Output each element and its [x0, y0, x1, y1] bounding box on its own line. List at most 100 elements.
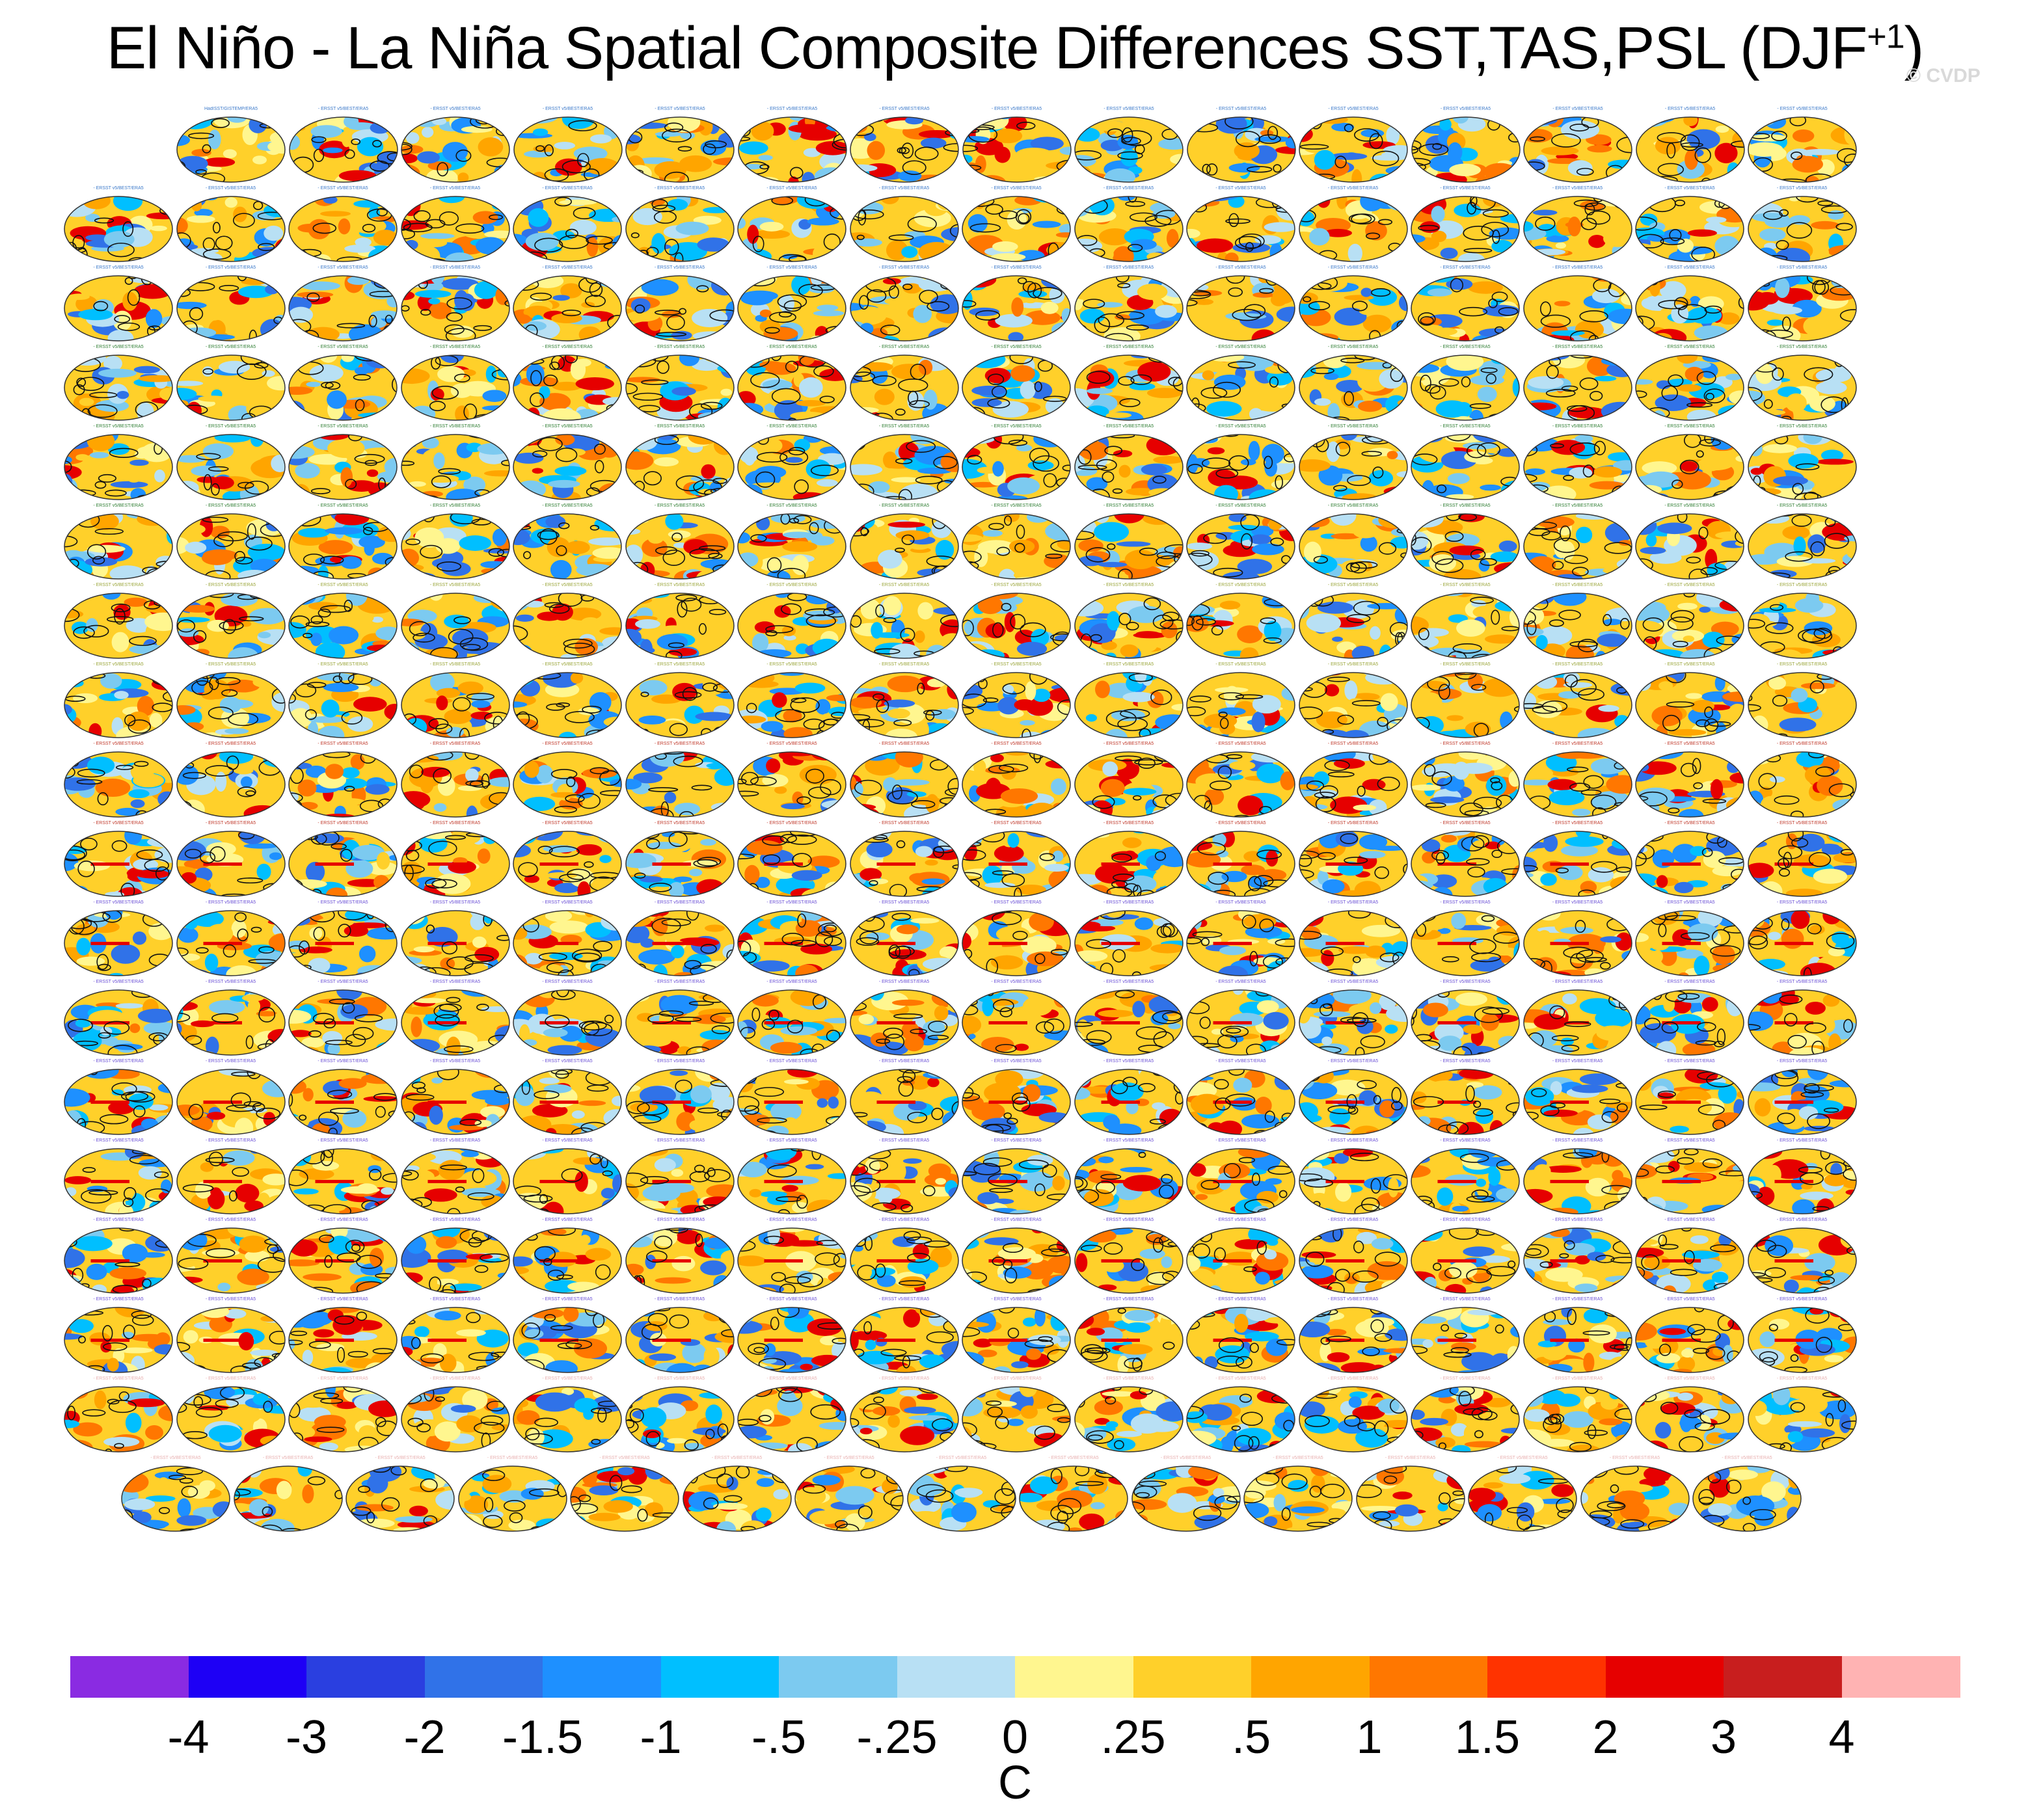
map-panel: - ERSST v5/BEST/ERA5	[400, 1059, 511, 1136]
map-panel: - ERSST v5/BEST/ERA5	[961, 345, 1072, 422]
map-thumbnail	[176, 355, 286, 421]
map-panel-label: - ERSST v5/BEST/ERA5	[879, 107, 930, 111]
map-panel: - ERSST v5/BEST/ERA5	[120, 1456, 231, 1532]
map-thumbnail	[64, 751, 173, 818]
map-panel: - ERSST v5/BEST/ERA5	[625, 503, 735, 580]
map-panel-label: - ERSST v5/BEST/ERA5	[93, 742, 144, 746]
map-panel-label: - ERSST v5/BEST/ERA5	[1103, 424, 1154, 429]
map-panel: - ERSST v5/BEST/ERA5	[400, 662, 511, 739]
map-thumbnail	[457, 1465, 567, 1532]
map-thumbnail	[176, 434, 286, 500]
map-panel-label: - ERSST v5/BEST/ERA5	[1552, 265, 1603, 270]
map-panel-label: - ERSST v5/BEST/ERA5	[1776, 345, 1828, 349]
map-panel-label: - ERSST v5/BEST/ERA5	[1552, 742, 1603, 746]
map-panel-label: - ERSST v5/BEST/ERA5	[1664, 1218, 1715, 1222]
map-panel-label: - ERSST v5/BEST/ERA5	[654, 1059, 705, 1064]
map-panel-label: - ERSST v5/BEST/ERA5	[318, 742, 368, 746]
map-panel: - ERSST v5/BEST/ERA5	[625, 107, 735, 183]
map-panel: - ERSST v5/BEST/ERA5	[63, 662, 174, 739]
map-panel: - ERSST v5/BEST/ERA5	[1074, 186, 1184, 263]
map-thumbnail	[1522, 1227, 1632, 1294]
map-panel-label: - ERSST v5/BEST/ERA5	[542, 742, 593, 746]
map-panel-label: - ERSST v5/BEST/ERA5	[93, 583, 144, 587]
colorbar-units: C	[998, 1757, 1032, 1809]
colorbar-tick-label: -.25	[856, 1711, 938, 1763]
map-thumbnail	[288, 196, 398, 262]
map-thumbnail	[1298, 910, 1408, 976]
map-thumbnail	[1411, 275, 1520, 341]
map-panel-label: - ERSST v5/BEST/ERA5	[318, 980, 368, 984]
map-panel: - ERSST v5/BEST/ERA5	[512, 1218, 623, 1294]
map-panel-label: - ERSST v5/BEST/ERA5	[654, 345, 705, 349]
map-panel: - ERSST v5/BEST/ERA5	[625, 742, 735, 818]
map-panel-label: - ERSST v5/BEST/ERA5	[205, 583, 256, 587]
map-panel: - ERSST v5/BEST/ERA5	[737, 821, 847, 898]
map-panel: - ERSST v5/BEST/ERA5	[400, 900, 511, 977]
map-panel: - ERSST v5/BEST/ERA5	[1410, 1138, 1521, 1215]
map-thumbnail	[625, 355, 735, 421]
map-thumbnail	[849, 275, 959, 341]
map-panel: - ERSST v5/BEST/ERA5	[288, 662, 398, 739]
map-thumbnail	[1747, 434, 1857, 500]
map-thumbnail	[849, 1069, 959, 1135]
map-panel-label: - ERSST v5/BEST/ERA5	[542, 583, 593, 587]
map-thumbnail	[1635, 1386, 1744, 1452]
map-panel: - ERSST v5/BEST/ERA5	[1635, 107, 1746, 183]
map-thumbnail	[513, 355, 622, 421]
map-thumbnail	[1411, 1227, 1520, 1294]
map-panel-label: - ERSST v5/BEST/ERA5	[1327, 900, 1379, 905]
map-panel-label: - ERSST v5/BEST/ERA5	[1215, 980, 1266, 984]
map-thumbnail	[1411, 1307, 1520, 1373]
map-panel: - ERSST v5/BEST/ERA5	[1692, 1456, 1802, 1532]
map-panel-label: - ERSST v5/BEST/ERA5	[766, 742, 817, 746]
map-thumbnail	[625, 196, 735, 262]
map-panel: - ERSST v5/BEST/ERA5	[849, 1297, 960, 1374]
map-thumbnail	[1074, 196, 1184, 262]
map-panel: - ERSST v5/BEST/ERA5	[961, 1138, 1072, 1215]
map-thumbnail	[400, 355, 510, 421]
map-panel: - ERSST v5/BEST/ERA5	[849, 1059, 960, 1136]
map-panel: - ERSST v5/BEST/ERA5	[625, 186, 735, 263]
map-panel: - ERSST v5/BEST/ERA5	[176, 186, 286, 263]
map-panel-label: - ERSST v5/BEST/ERA5	[1664, 107, 1716, 111]
map-panel-label: - ERSST v5/BEST/ERA5	[1327, 186, 1379, 191]
map-panel: HadISST/GISTEMP/ERA5	[176, 107, 286, 183]
map-thumbnail	[176, 1069, 286, 1135]
map-panel-label: - ERSST v5/BEST/ERA5	[1215, 186, 1266, 191]
map-thumbnail	[1186, 355, 1295, 421]
map-panel: - ERSST v5/BEST/ERA5	[1410, 186, 1521, 263]
map-thumbnail	[176, 989, 286, 1056]
map-panel-label: - ERSST v5/BEST/ERA5	[766, 662, 817, 667]
colorbar-segment	[1487, 1656, 1606, 1698]
map-thumbnail	[1747, 196, 1857, 262]
map-panel: - ERSST v5/BEST/ERA5	[1634, 900, 1745, 977]
map-panel: - ERSST v5/BEST/ERA5	[400, 1138, 511, 1215]
map-panel: - ERSST v5/BEST/ERA5	[1185, 821, 1296, 898]
map-panel: - ERSST v5/BEST/ERA5	[1074, 1297, 1184, 1374]
map-panel-label: - ERSST v5/BEST/ERA5	[429, 1297, 481, 1302]
map-panel-label: - ERSST v5/BEST/ERA5	[429, 345, 481, 349]
map-thumbnail	[682, 1465, 792, 1532]
map-panel: - ERSST v5/BEST/ERA5	[1411, 107, 1521, 183]
map-thumbnail	[288, 593, 398, 659]
map-thumbnail	[1522, 1069, 1632, 1135]
map-thumbnail	[400, 751, 510, 818]
map-thumbnail	[1411, 1148, 1520, 1214]
map-thumbnail	[400, 910, 510, 976]
map-panel: - ERSST v5/BEST/ERA5	[63, 265, 174, 342]
map-thumbnail	[400, 434, 510, 500]
map-panel: - ERSST v5/BEST/ERA5	[288, 107, 399, 183]
map-panel-label: - ERSST v5/BEST/ERA5	[1215, 424, 1266, 429]
map-panel-label: - ERSST v5/BEST/ERA5	[1776, 186, 1828, 191]
map-panel-label: - ERSST v5/BEST/ERA5	[1327, 662, 1379, 667]
map-panel: - ERSST v5/BEST/ERA5	[1355, 1456, 1466, 1532]
map-thumbnail	[962, 1227, 1071, 1294]
map-thumbnail	[288, 1386, 398, 1452]
map-panel: - ERSST v5/BEST/ERA5	[1074, 265, 1184, 342]
map-panel-label: - ERSST v5/BEST/ERA5	[1103, 265, 1154, 270]
map-panel-label: - ERSST v5/BEST/ERA5	[205, 1138, 256, 1143]
colorbar-tick-label: -.5	[751, 1711, 807, 1763]
map-panel-label: - ERSST v5/BEST/ERA5	[1327, 265, 1379, 270]
map-panel-label: - ERSST v5/BEST/ERA5	[1327, 1059, 1379, 1064]
map-panel: - ERSST v5/BEST/ERA5	[737, 107, 848, 183]
